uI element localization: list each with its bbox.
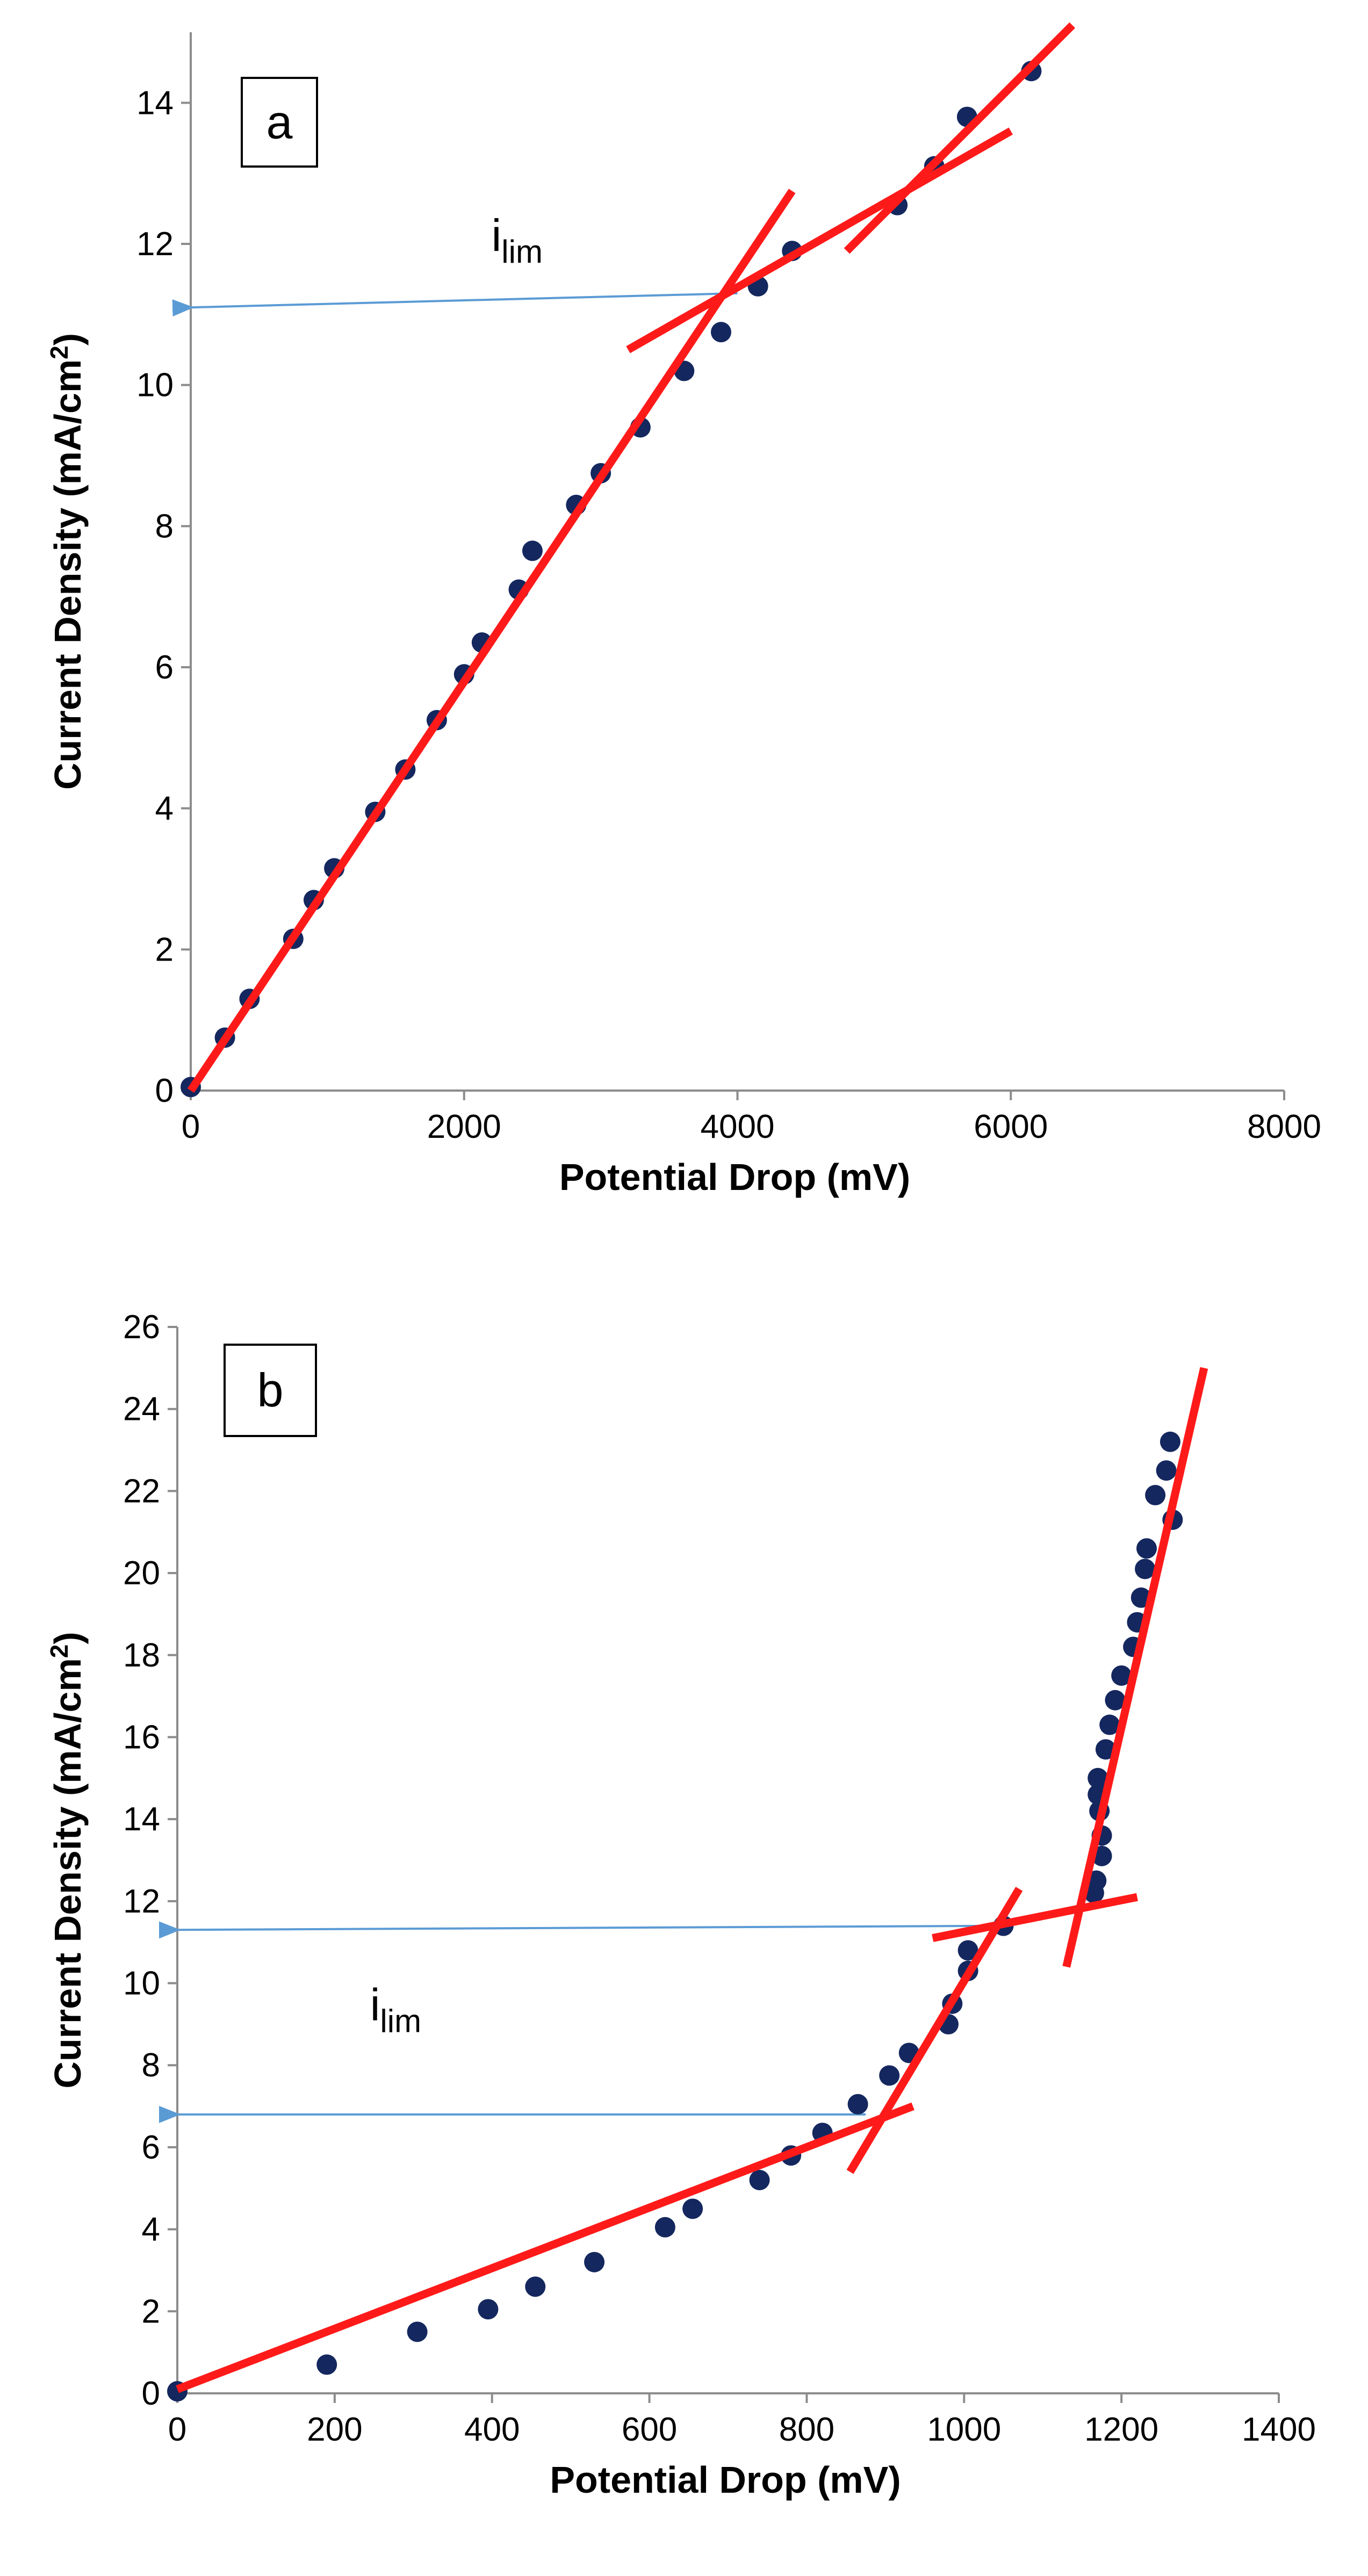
fit-2-line xyxy=(626,127,1013,353)
data-point xyxy=(522,540,543,561)
data-point xyxy=(1111,1665,1132,1686)
x-tick-label: 0 xyxy=(168,2411,186,2448)
y-tick-label: 8 xyxy=(142,2047,160,2084)
fit-1-line xyxy=(187,189,796,1093)
y-tick-label: 18 xyxy=(123,1637,160,1674)
fit-3-line xyxy=(844,22,1076,254)
data-point xyxy=(847,2094,868,2115)
y-tick-label: 24 xyxy=(123,1391,160,1428)
ilim-arrow xyxy=(172,292,738,317)
data-point xyxy=(1145,1485,1166,1506)
y-tick-label: 14 xyxy=(136,84,174,121)
data-point xyxy=(407,2321,428,2342)
ilim-annotation: ilim xyxy=(492,210,543,270)
x-tick-label: 1400 xyxy=(1242,2411,1316,2448)
data-point xyxy=(710,322,731,343)
x-tick-label: 1000 xyxy=(927,2411,1001,2448)
y-tick-label: 10 xyxy=(123,1965,160,2002)
x-tick-label: 800 xyxy=(779,2411,834,2448)
x-tick-label: 1200 xyxy=(1084,2411,1158,2448)
y-tick-label: 0 xyxy=(142,2375,160,2412)
chart-a: 0 2 4 6 8 10 12 14 0 2000 4000 6000 8000 Potential Dr… xyxy=(45,22,1321,1198)
y-tick-label: 26 xyxy=(123,1309,160,1346)
x-tick-label: 8000 xyxy=(1247,1108,1321,1145)
x-tick-label: 200 xyxy=(307,2411,362,2448)
y-tick-label: 0 xyxy=(155,1072,174,1109)
data-point xyxy=(682,2198,703,2219)
y-tick-label: 22 xyxy=(123,1473,160,1510)
data-point xyxy=(1105,1690,1126,1711)
y-tick-label: 6 xyxy=(155,649,174,686)
x-tick-label: 2000 xyxy=(427,1108,501,1145)
y-tick-label: 2 xyxy=(142,2293,160,2330)
data-point xyxy=(749,2170,770,2190)
ilim-arrow xyxy=(159,1921,1004,1939)
data-point xyxy=(525,2276,546,2297)
ilim-annotation: ilim xyxy=(370,1979,421,2039)
x-tick-label: 400 xyxy=(464,2411,520,2448)
x-tick-label: 0 xyxy=(182,1108,200,1145)
panel-label: a xyxy=(267,96,293,149)
data-point xyxy=(478,2299,499,2320)
panel-label-box xyxy=(241,77,318,168)
y-tick-label: 6 xyxy=(142,2129,160,2166)
x-tick-label: 600 xyxy=(622,2411,677,2448)
data-point xyxy=(1136,1538,1157,1559)
fit-1-line xyxy=(176,2102,915,2393)
panel-label-box xyxy=(224,1344,317,1437)
y-tick-label: 4 xyxy=(142,2211,160,2248)
y-tick-label: 12 xyxy=(123,1883,160,1920)
y-tick-label: 20 xyxy=(123,1555,160,1592)
panel-label: b xyxy=(257,1363,284,1417)
data-point xyxy=(957,1940,978,1961)
data-point xyxy=(879,2065,900,2086)
y-axis-title: Current Density (mA/cm2) xyxy=(45,333,89,790)
y-tick-label: 4 xyxy=(155,790,174,827)
data-point xyxy=(1160,1431,1180,1452)
data-point xyxy=(1088,1767,1108,1788)
fit-4-line xyxy=(1062,1367,1208,1968)
y-axis-title: Current Density (mA/cm2) xyxy=(45,1632,89,2088)
y-tick-label: 14 xyxy=(123,1801,160,1838)
x-axis-title: Potential Drop (mV) xyxy=(559,1156,910,1198)
y-tick-label: 12 xyxy=(136,226,174,263)
fit-3-line xyxy=(932,1893,1138,1942)
y-tick-label: 16 xyxy=(123,1719,160,1756)
x-tick-label: 6000 xyxy=(974,1108,1048,1145)
data-point xyxy=(584,2252,605,2272)
data-point xyxy=(1135,1558,1156,1579)
y-tick-label: 8 xyxy=(155,508,174,545)
data-point xyxy=(654,2217,675,2238)
fit-2-line xyxy=(846,1887,1023,2174)
x-tick-label: 4000 xyxy=(701,1108,775,1145)
y-tick-label: 2 xyxy=(155,931,174,968)
y-tick-label: 10 xyxy=(136,367,174,404)
x-axis-title: Potential Drop (mV) xyxy=(550,2459,901,2501)
data-point xyxy=(1156,1460,1177,1481)
data-point xyxy=(1099,1714,1120,1735)
data-point xyxy=(1095,1739,1116,1760)
data-point xyxy=(316,2354,337,2375)
